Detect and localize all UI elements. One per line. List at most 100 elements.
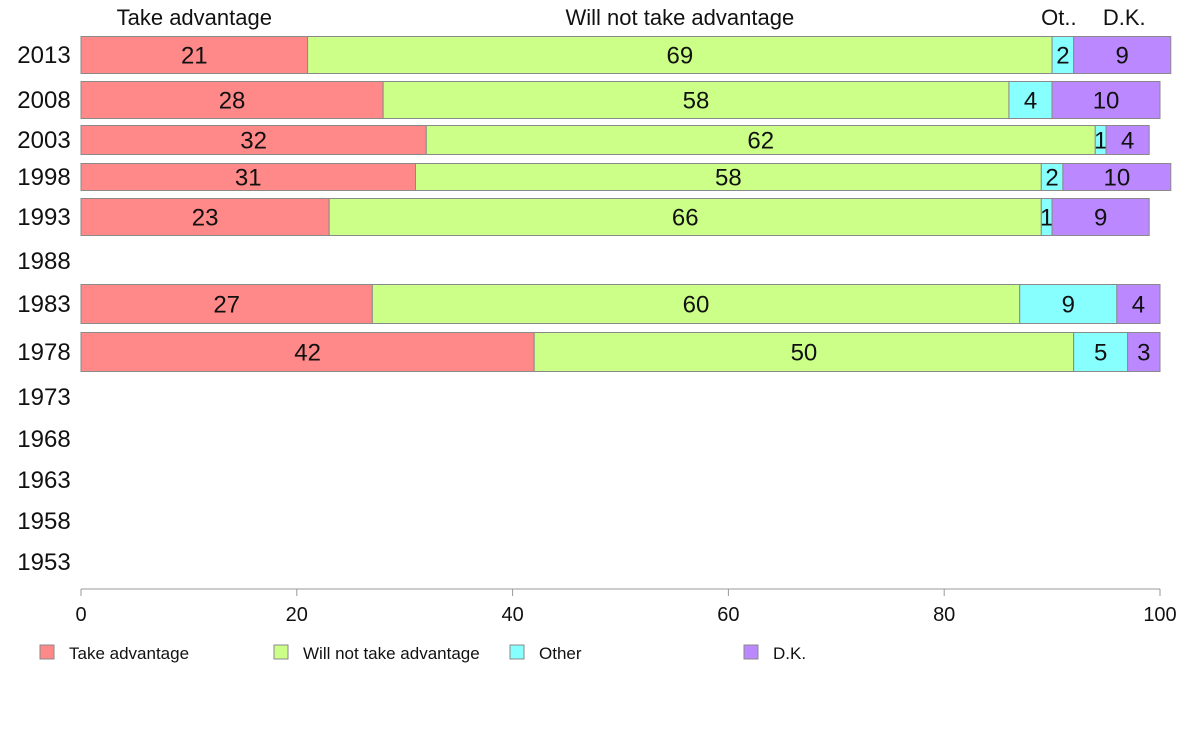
- bar-segment-other: [1019, 284, 1118, 324]
- bar-segment-d-k: [1127, 332, 1161, 372]
- value-label: 3: [1137, 340, 1150, 367]
- bar-row-2008: 28 58 4 10: [80, 81, 1161, 119]
- column-headers: Take advantage Will not take advantage Ot.…: [117, 5, 1146, 30]
- bar-segment-will-not-take-advantage: [414, 163, 1042, 191]
- value-label: 62: [747, 128, 774, 155]
- value-label: 42: [294, 340, 321, 367]
- column-header-take-advantage: Take advantage: [117, 5, 272, 30]
- bar-segment-d-k: [1116, 284, 1161, 324]
- column-header-ot: Ot..: [1041, 5, 1076, 30]
- bar-row-2003: 32 62 1 4: [80, 125, 1150, 155]
- bar-segment-take-advantage: [80, 125, 427, 155]
- year-label: 1998: [17, 164, 70, 191]
- year-label: 1953: [17, 549, 70, 576]
- value-label: 9: [1094, 205, 1107, 232]
- bar-segment-will-not-take-advantage: [371, 284, 1021, 324]
- value-label: 9: [1062, 292, 1075, 319]
- value-label: 2: [1045, 165, 1058, 192]
- value-label: 60: [683, 292, 710, 319]
- value-label: 10: [1103, 165, 1130, 192]
- bar-segment-other: [1008, 81, 1053, 119]
- x-tick-label: 100: [1143, 604, 1176, 626]
- bar-segment-d-k: [1051, 81, 1161, 119]
- value-label: 4: [1024, 88, 1037, 115]
- bar-segment-other: [1073, 332, 1129, 372]
- year-label: 1968: [17, 426, 70, 453]
- legend-swatch: [509, 644, 525, 660]
- bar-segment-will-not-take-advantage: [533, 332, 1075, 372]
- year-label: 1978: [17, 339, 70, 366]
- value-label: 58: [683, 88, 710, 115]
- year-labels: 2013 2008 2003 1998 1993 1988 1983 1978 1973 1968…: [17, 42, 70, 576]
- bar-row-2013: 21 69 2 9: [80, 36, 1172, 74]
- legend-item-d-k: D.K.: [743, 644, 806, 663]
- bar-segment-take-advantage: [80, 36, 309, 74]
- year-label: 2008: [17, 87, 70, 114]
- x-tick-label: 20: [286, 604, 308, 626]
- value-label: 32: [240, 128, 267, 155]
- year-label: 1973: [17, 384, 70, 411]
- value-label: 28: [219, 88, 246, 115]
- value-label: 23: [192, 205, 219, 232]
- legend-item-take-advantage: Take advantage: [39, 644, 189, 663]
- bar-segment-take-advantage: [80, 81, 384, 119]
- bar-segment-d-k: [1062, 163, 1172, 191]
- year-label: 1988: [17, 248, 70, 275]
- legend-label: D.K.: [773, 644, 806, 663]
- value-label: 2: [1056, 43, 1069, 70]
- bar-segment-d-k: [1051, 198, 1150, 236]
- legend-swatch: [39, 644, 55, 660]
- bar-segment-take-advantage: [80, 284, 373, 324]
- legend-item-will-not-take-advantage: Will not take advantage: [273, 644, 480, 663]
- value-label: 69: [666, 43, 693, 70]
- value-label: 27: [213, 292, 240, 319]
- value-label: 21: [181, 43, 208, 70]
- bar-segment-take-advantage: [80, 332, 535, 372]
- legend-swatch: [273, 644, 289, 660]
- value-label: 50: [791, 340, 818, 367]
- bar-segment-d-k: [1105, 125, 1150, 155]
- year-label: 2003: [17, 127, 70, 154]
- bar-segment-will-not-take-advantage: [425, 125, 1096, 155]
- value-label: 4: [1132, 292, 1145, 319]
- year-label: 1993: [17, 204, 70, 231]
- bar-segment-will-not-take-advantage: [328, 198, 1042, 236]
- bar-segment-will-not-take-advantage: [382, 81, 1010, 119]
- bar-segment-d-k: [1073, 36, 1172, 74]
- value-label: 1: [1094, 128, 1107, 155]
- value-label: 66: [672, 205, 699, 232]
- year-label: 1963: [17, 467, 70, 494]
- legend-label: Will not take advantage: [303, 644, 480, 663]
- bar-segment-take-advantage: [80, 163, 416, 191]
- x-axis: 0 20 40 60 80 100: [75, 588, 1177, 626]
- column-header-d-k: D.K.: [1103, 5, 1146, 30]
- value-label: 5: [1094, 340, 1107, 367]
- bar-row-1983: 27 60 9 4: [80, 284, 1161, 324]
- value-label: 4: [1121, 128, 1134, 155]
- legend-label: Other: [539, 644, 582, 663]
- x-tick-label: 60: [717, 604, 739, 626]
- x-tick-label: 80: [933, 604, 955, 626]
- legend-item-other: Other: [509, 644, 582, 663]
- bar-row-1998: 31 58 2 10: [80, 163, 1172, 192]
- value-label: 31: [235, 165, 262, 192]
- value-label: 58: [715, 165, 742, 192]
- x-tick-label: 0: [75, 604, 86, 626]
- value-label: 9: [1116, 43, 1129, 70]
- bar-segment-will-not-take-advantage: [307, 36, 1053, 74]
- bar-row-1993: 23 66 1 9: [80, 198, 1150, 236]
- legend-swatch: [743, 644, 759, 660]
- value-label: 10: [1093, 88, 1120, 115]
- x-tick-label: 40: [501, 604, 523, 626]
- bar-row-1978: 42 50 5 3: [80, 332, 1161, 372]
- legend: Take advantage Will not take advantage Oth…: [39, 644, 806, 663]
- year-label: 2013: [17, 42, 70, 69]
- value-label: 1: [1040, 205, 1053, 232]
- year-label: 1983: [17, 291, 70, 318]
- column-header-will-not-take-advantage: Will not take advantage: [565, 5, 794, 30]
- bar-segment-take-advantage: [80, 198, 330, 236]
- legend-label: Take advantage: [69, 644, 189, 663]
- year-label: 1958: [17, 508, 70, 535]
